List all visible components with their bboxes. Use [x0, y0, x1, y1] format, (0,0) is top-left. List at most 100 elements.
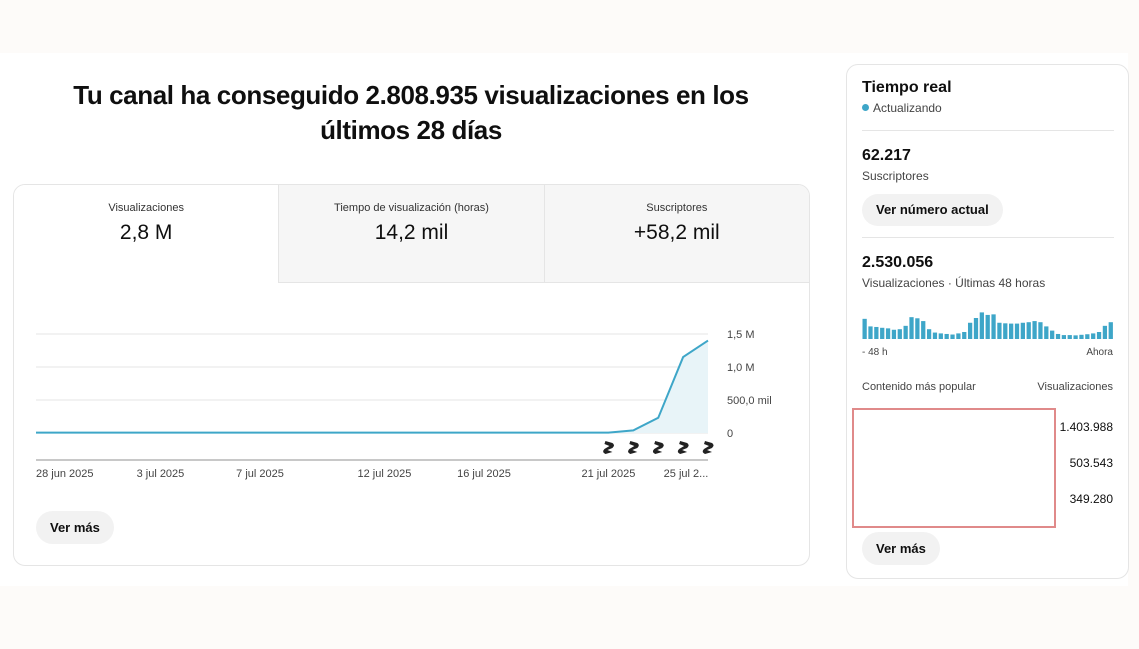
shorts-icon-shape — [677, 441, 689, 454]
shorts-icon[interactable] — [702, 441, 714, 454]
realtime-status: Actualizando — [862, 101, 942, 115]
realtime-bar — [1061, 335, 1067, 339]
realtime-bar — [962, 332, 967, 339]
shorts-icon[interactable] — [677, 441, 689, 454]
realtime-bar — [1055, 333, 1061, 339]
x-tick-label: 12 jul 2025 — [358, 468, 412, 480]
y-tick-label: 0 — [727, 428, 733, 440]
tab-views[interactable]: Visualizaciones 2,8 M — [14, 185, 279, 283]
realtime-bar — [1009, 323, 1014, 339]
realtime-views-label: Visualizaciones · Últimas 48 horas — [862, 276, 1046, 290]
see-current-number-button[interactable]: Ver número actual — [862, 194, 1003, 226]
realtime-bar — [1073, 335, 1078, 339]
realtime-bar-chart[interactable] — [862, 311, 1114, 339]
x-tick-label: 16 jul 2025 — [457, 468, 511, 480]
page-headline: Tu canal ha conseguido 2.808.935 visuali… — [73, 80, 749, 145]
realtime-bar — [950, 334, 955, 339]
realtime-bar — [991, 314, 996, 339]
y-tick-label: 500,0 mil — [727, 395, 772, 407]
tab-label: Suscriptores — [646, 202, 708, 214]
redacted-content-area — [852, 408, 1056, 528]
x-tick-label: 7 jul 2025 — [236, 468, 284, 480]
realtime-bar — [967, 322, 973, 339]
tab-value: 14,2 mil — [374, 221, 449, 244]
shorts-icon[interactable] — [628, 441, 639, 454]
tab-value: 2,8 M — [119, 221, 173, 244]
realtime-bar — [885, 328, 891, 339]
channel-summary-card: Visualizaciones 2,8 M Tiempo de visualiz… — [13, 184, 810, 566]
realtime-bar — [891, 329, 897, 339]
series-area — [36, 340, 708, 433]
realtime-bar — [1032, 321, 1037, 339]
metric-tabs: Visualizaciones 2,8 M Tiempo de visualiz… — [14, 185, 809, 283]
axis-end-label: Ahora — [1086, 347, 1113, 358]
realtime-bar — [1091, 333, 1096, 339]
realtime-bar — [1003, 323, 1008, 339]
divider — [862, 130, 1114, 131]
realtime-bar — [938, 333, 943, 339]
realtime-bar — [921, 321, 926, 339]
x-tick-label: 28 jun 2025 — [36, 468, 94, 480]
realtime-bar — [944, 333, 949, 339]
realtime-bar — [1079, 334, 1084, 339]
realtime-bar — [862, 318, 867, 339]
realtime-bar — [1085, 334, 1090, 339]
x-tick-label: 25 jul 2... — [664, 468, 709, 480]
realtime-views-count: 2.530.056 — [862, 254, 934, 271]
tab-watch-time[interactable]: Tiempo de visualización (horas) 14,2 mil — [278, 185, 544, 283]
realtime-bar — [956, 333, 961, 339]
axis-start-label: - 48 h — [862, 347, 888, 358]
realtime-bar — [926, 329, 932, 339]
shorts-icon-shape — [628, 441, 639, 454]
realtime-bar — [1014, 323, 1020, 339]
realtime-bar — [1026, 322, 1031, 339]
tab-label: Tiempo de visualización (horas) — [334, 202, 489, 214]
realtime-title: Tiempo real — [862, 79, 952, 96]
y-tick-label: 1,5 M — [727, 329, 755, 341]
popular-item-views: 503.543 — [1069, 456, 1113, 470]
see-more-button[interactable]: Ver más — [36, 511, 114, 544]
realtime-bar — [985, 314, 990, 339]
shorts-icon[interactable] — [603, 441, 614, 454]
subscribers-count: 62.217 — [862, 147, 911, 164]
shorts-icon-shape — [603, 441, 614, 454]
realtime-bar — [1096, 332, 1102, 339]
shorts-icon[interactable] — [652, 441, 664, 454]
popular-views-header: Visualizaciones — [1037, 381, 1113, 393]
realtime-bar — [874, 326, 879, 339]
tab-value: +58,2 mil — [633, 221, 720, 244]
realtime-bar — [880, 327, 885, 339]
realtime-bar — [915, 318, 920, 339]
popular-item-views: 349.280 — [1069, 492, 1113, 506]
x-tick-label: 21 jul 2025 — [582, 468, 636, 480]
shorts-icon-shape — [652, 441, 664, 454]
realtime-bar — [1020, 322, 1025, 339]
realtime-see-more-button[interactable]: Ver más — [862, 532, 940, 565]
realtime-bar — [997, 322, 1002, 339]
realtime-bar — [897, 329, 902, 339]
views-chart[interactable]: 1,5 M 1,0 M 500,0 mil 0 28 jun 2025 3 jul 202… — [14, 283, 810, 493]
live-dot-icon — [862, 104, 869, 111]
realtime-bar — [1044, 326, 1049, 339]
divider — [862, 237, 1114, 238]
realtime-bar — [1038, 322, 1043, 339]
realtime-card: Tiempo real Actualizando 62.217 Suscript… — [846, 64, 1129, 579]
realtime-bar — [868, 326, 873, 339]
realtime-bar — [903, 325, 908, 339]
realtime-bar — [979, 312, 984, 339]
x-tick-label: 3 jul 2025 — [137, 468, 185, 480]
tab-subscribers[interactable]: Suscriptores +58,2 mil — [543, 185, 809, 283]
status-text: Actualizando — [873, 101, 942, 115]
realtime-bar — [973, 318, 979, 339]
realtime-bar — [909, 317, 914, 339]
realtime-bar — [1108, 322, 1113, 339]
tab-label: Visualizaciones — [108, 202, 184, 214]
realtime-bar — [1050, 330, 1055, 339]
subscribers-label: Suscriptores — [862, 169, 929, 183]
series-line — [36, 339, 709, 434]
shorts-icon-shape — [702, 441, 714, 454]
y-tick-label: 1,0 M — [727, 362, 755, 374]
popular-item-views: 1.403.988 — [1059, 420, 1113, 434]
realtime-bar — [932, 332, 938, 339]
popular-content-header: Contenido más popular — [862, 381, 976, 393]
